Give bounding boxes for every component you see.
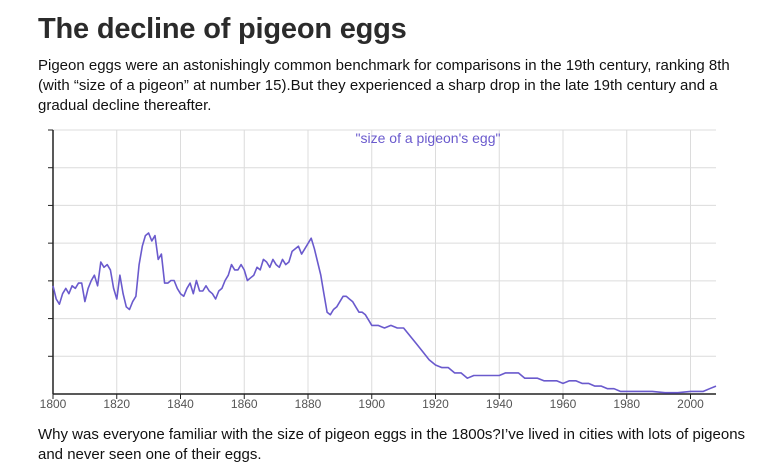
- x-tick-label: 1880: [295, 397, 322, 411]
- series-layer: [52, 232, 717, 394]
- series-line-0: [52, 232, 717, 394]
- x-tick-label: 1820: [103, 397, 130, 411]
- series-label: "size of a pigeon's egg": [356, 130, 501, 146]
- x-tick-label: 1940: [486, 397, 513, 411]
- x-tick-label: 1920: [422, 397, 449, 411]
- page-title: The decline of pigeon eggs: [38, 13, 407, 45]
- line-chart: 1800 1820 1840 1860 1880 1900 1920 1940 1960 1980…: [40, 129, 717, 411]
- x-tick-label: 1960: [550, 397, 577, 411]
- x-tick-label: 1900: [358, 397, 385, 411]
- intro-paragraph: Pigeon eggs were an astonishingly common…: [38, 57, 730, 114]
- axes: [48, 129, 716, 399]
- x-tick-label: 1980: [613, 397, 640, 411]
- x-tick-label: 1840: [167, 397, 194, 411]
- x-tick-label: 2000: [677, 397, 704, 411]
- x-tick-labels: 1800 1820 1840 1860 1880 1900 1920 1940 1960 1980…: [40, 397, 705, 411]
- x-tick-label: 1860: [231, 397, 258, 411]
- x-tick-label: 1800: [40, 397, 67, 411]
- outro-paragraph: Why was everyone familiar with the size …: [38, 426, 746, 463]
- grid-lines: [53, 129, 716, 394]
